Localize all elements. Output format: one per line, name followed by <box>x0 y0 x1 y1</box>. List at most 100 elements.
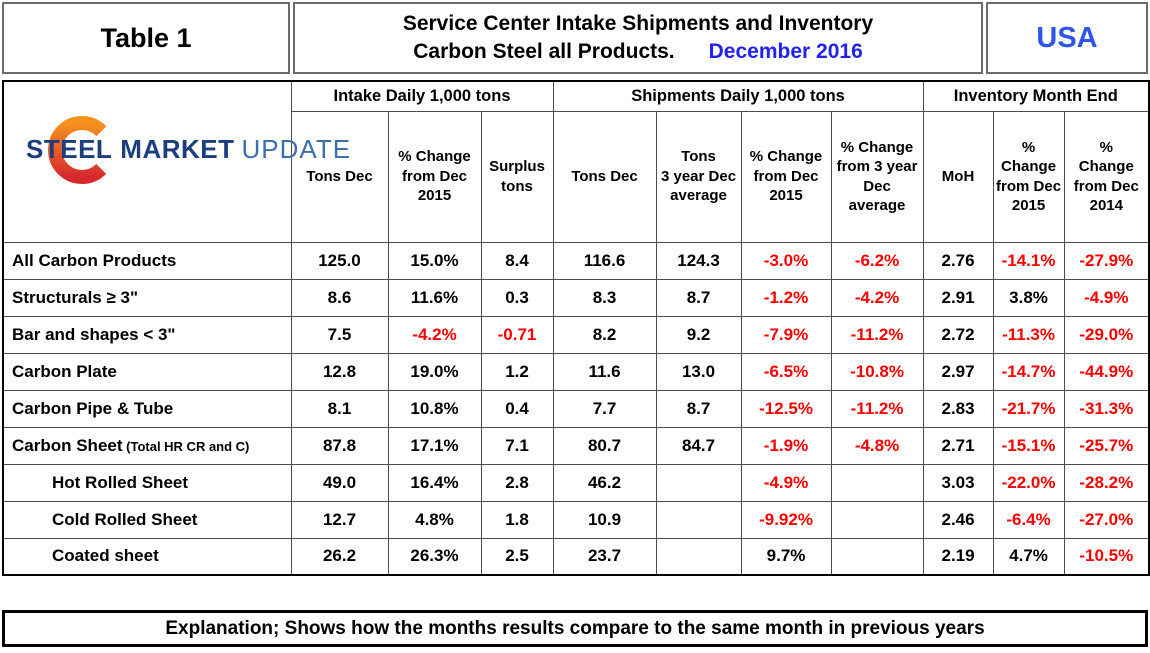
cell-r3-c2: 1.2 <box>480 352 554 391</box>
column-header-9: % Change from Dec 2014 <box>1063 110 1150 243</box>
cell-r2-c2: -0.71 <box>480 315 554 354</box>
cell-r4-c5: -12.5% <box>740 389 832 428</box>
column-header-3: Tons Dec <box>552 110 657 243</box>
cell-r2-c9: -29.0% <box>1063 315 1150 354</box>
cell-r0-c8: -14.1% <box>992 241 1065 280</box>
cell-r7-c1: 4.8% <box>387 500 482 539</box>
cell-r3-c3: 11.6 <box>552 352 657 391</box>
cell-r5-c8: -15.1% <box>992 426 1065 465</box>
cell-r3-c5: -6.5% <box>740 352 832 391</box>
cell-r7-c6 <box>830 500 924 539</box>
cell-r1-c8: 3.8% <box>992 278 1065 317</box>
cell-r7-c9: -27.0% <box>1063 500 1150 539</box>
cell-r8-c5: 9.7% <box>740 537 832 576</box>
cell-r6-c8: -22.0% <box>992 463 1065 502</box>
table-row: Carbon Sheet (Total HR CR and C) 87.8 17.1… <box>2 426 1150 465</box>
table-body: All Carbon Products 125.0 15.0% 8.4 116.6 124… <box>2 241 1150 576</box>
cell-r8-c3: 23.7 <box>552 537 657 576</box>
cell-r6-c7: 3.03 <box>922 463 994 502</box>
logo-word-market: MARKET <box>120 134 235 164</box>
cell-r0-c4: 124.3 <box>655 241 742 280</box>
cell-r1-c6: -4.2% <box>830 278 924 317</box>
report-title-box: Service Center Intake Shipments and Inve… <box>293 2 983 74</box>
cell-r4-c2: 0.4 <box>480 389 554 428</box>
cell-r4-c8: -21.7% <box>992 389 1065 428</box>
cell-r4-c0: 8.1 <box>290 389 389 428</box>
explanation-box: Explanation; Shows how the months result… <box>2 610 1148 647</box>
row-label-note: (Total HR CR and C) <box>122 438 250 454</box>
cell-r2-c7: 2.72 <box>922 315 994 354</box>
cell-r8-c0: 26.2 <box>290 537 389 576</box>
cell-r4-c7: 2.83 <box>922 389 994 428</box>
logo-word-steel: STEEL <box>26 134 113 164</box>
cell-r4-c9: -31.3% <box>1063 389 1150 428</box>
cell-r3-c8: -14.7% <box>992 352 1065 391</box>
cell-r0-c0: 125.0 <box>290 241 389 280</box>
cell-r8-c7: 2.19 <box>922 537 994 576</box>
cell-r7-c3: 10.9 <box>552 500 657 539</box>
cell-r2-c3: 8.2 <box>552 315 657 354</box>
report-subtitle: Carbon Steel all Products. <box>413 40 675 63</box>
cell-r6-c2: 2.8 <box>480 463 554 502</box>
explanation-text: Explanation; Shows how the months result… <box>165 617 985 639</box>
cell-r7-c8: -6.4% <box>992 500 1065 539</box>
cell-r5-c6: -4.8% <box>830 426 924 465</box>
cell-r8-c6 <box>830 537 924 576</box>
group-header-row: STEEL MARKET UPDATE Intake Daily 1,000 t… <box>2 80 1150 243</box>
cell-r7-c5: -9.92% <box>740 500 832 539</box>
table-row: Cold Rolled Sheet 12.7 4.8% 1.8 10.9 -9.92% 2.… <box>2 500 1150 539</box>
cell-r1-c0: 8.6 <box>290 278 389 317</box>
cell-r3-c7: 2.97 <box>922 352 994 391</box>
column-header-row: Tons Dec% Change from Dec 2015 Surplus to… <box>3 110 1150 243</box>
cell-r2-c8: -11.3% <box>992 315 1065 354</box>
row-label: Coated sheet <box>2 537 292 576</box>
cell-r8-c9: -10.5% <box>1063 537 1150 576</box>
group-header-0: Intake Daily 1,000 tons <box>290 80 554 112</box>
cell-r2-c4: 9.2 <box>655 315 742 354</box>
cell-r8-c4 <box>655 537 742 576</box>
table-row: All Carbon Products 125.0 15.0% 8.4 116.6 124… <box>2 241 1150 280</box>
cell-r8-c2: 2.5 <box>480 537 554 576</box>
table-row: Carbon Plate 12.8 19.0% 1.2 11.6 13.0 -6.5% -10… <box>2 352 1150 391</box>
cell-r0-c1: 15.0% <box>387 241 482 280</box>
cell-r5-c2: 7.1 <box>480 426 554 465</box>
column-header-2: Surplus tons <box>480 110 554 243</box>
logo-crescent-icon <box>48 116 116 184</box>
group-header-2: Inventory Month End <box>922 80 1150 112</box>
cell-r0-c5: -3.0% <box>740 241 832 280</box>
cell-r8-c1: 26.3% <box>387 537 482 576</box>
cell-r6-c5: -4.9% <box>740 463 832 502</box>
cell-r0-c6: -6.2% <box>830 241 924 280</box>
cell-r3-c0: 12.8 <box>290 352 389 391</box>
cell-r5-c3: 80.7 <box>552 426 657 465</box>
group-header-1: Shipments Daily 1,000 tons <box>552 80 924 112</box>
column-header-1: % Change from Dec 2015 <box>387 110 482 243</box>
row-label: Carbon Pipe & Tube <box>2 389 292 428</box>
cell-r7-c0: 12.7 <box>290 500 389 539</box>
cell-r0-c3: 116.6 <box>552 241 657 280</box>
row-label: Hot Rolled Sheet <box>2 463 292 502</box>
cell-r0-c7: 2.76 <box>922 241 994 280</box>
cell-r0-c9: -27.9% <box>1063 241 1150 280</box>
table-row: Structurals ≥ 3" 8.6 11.6% 0.3 8.3 8.7 -1.2% -4… <box>2 278 1150 317</box>
cell-r6-c9: -28.2% <box>1063 463 1150 502</box>
cell-r6-c0: 49.0 <box>290 463 389 502</box>
cell-r3-c9: -44.9% <box>1063 352 1150 391</box>
cell-r5-c0: 87.8 <box>290 426 389 465</box>
table-row: Carbon Pipe & Tube 8.1 10.8% 0.4 7.7 8.7 -12.5… <box>2 389 1150 428</box>
table-row: Coated sheet 26.2 26.3% 2.5 23.7 9.7% 2.19 4.7%… <box>2 537 1150 576</box>
report-title-line1: Service Center Intake Shipments and Inve… <box>402 11 874 35</box>
cell-r6-c3: 46.2 <box>552 463 657 502</box>
cell-r1-c2: 0.3 <box>480 278 554 317</box>
cell-r1-c1: 11.6% <box>387 278 482 317</box>
cell-r6-c1: 16.4% <box>387 463 482 502</box>
cell-r4-c6: -11.2% <box>830 389 924 428</box>
column-header-6: % Change from 3 year Dec average <box>830 110 924 243</box>
column-header-0: Tons Dec <box>290 110 389 243</box>
cell-r2-c5: -7.9% <box>740 315 832 354</box>
cell-r1-c4: 8.7 <box>655 278 742 317</box>
cell-r5-c9: -25.7% <box>1063 426 1150 465</box>
row-label: Structurals ≥ 3" <box>2 278 292 317</box>
steel-market-update-logo: STEEL MARKET UPDATE <box>4 82 350 242</box>
